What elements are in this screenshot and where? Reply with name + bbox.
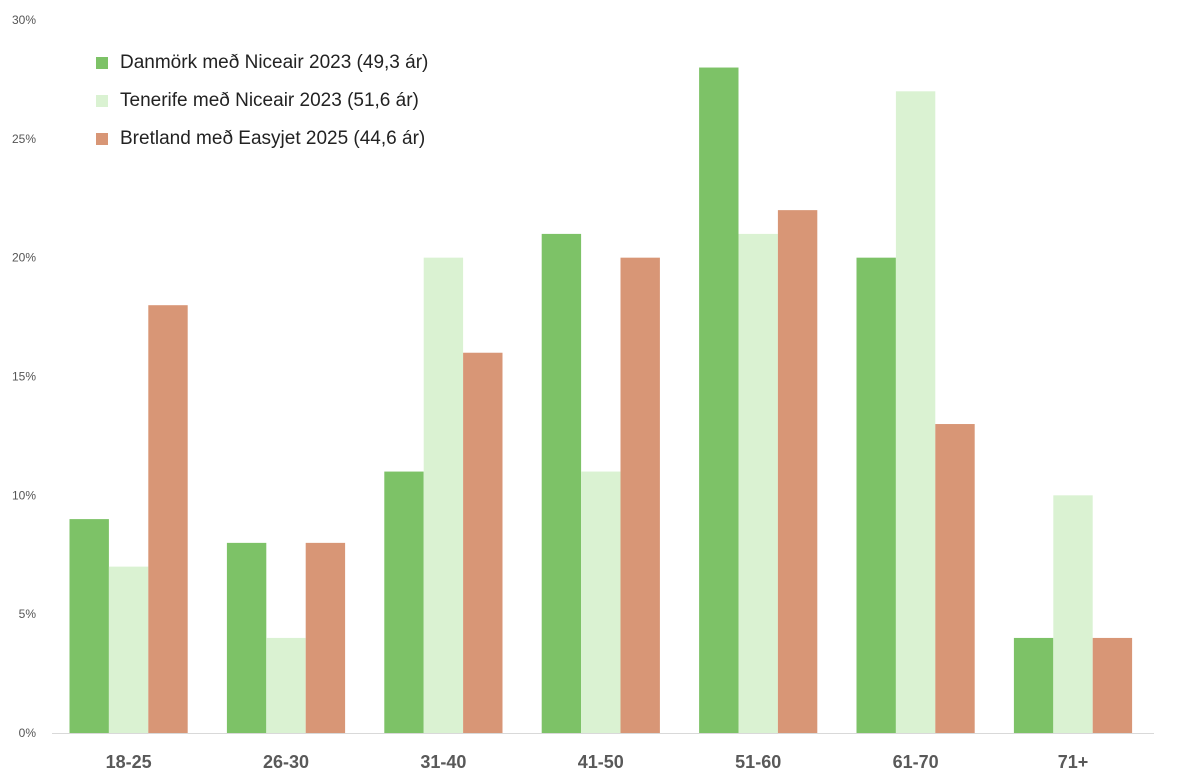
x-category-label: 71+ [1058, 752, 1089, 772]
bar-71+-series-3[interactable] [1092, 637, 1133, 733]
legend-label-tenerife: Tenerife með Niceair 2023 (51,6 ár) [120, 90, 419, 111]
legend: Danmörk með Niceair 2023 (49,3 ár) Tener… [96, 44, 428, 158]
legend-swatch-bretland [96, 133, 108, 145]
bar-26-30-series-3[interactable] [305, 542, 346, 733]
bar-51-60-series-3[interactable] [777, 210, 818, 734]
bar-51-60-series-1[interactable] [699, 67, 739, 734]
x-axis-category-labels: 18-25 26-30 31-40 41-50 51-60 61-70 71+ [106, 752, 1089, 772]
bar-26-30-series-1[interactable] [226, 542, 267, 733]
bar-41-50-series-1[interactable] [541, 233, 582, 733]
x-category-label: 31-40 [420, 752, 466, 772]
bar-71+-series-2[interactable] [1053, 495, 1093, 733]
bar-31-40-series-2[interactable] [423, 257, 464, 733]
bar-26-30-series-2[interactable] [266, 637, 306, 733]
legend-item-danmork[interactable]: Danmörk með Niceair 2023 (49,3 ár) [96, 44, 428, 82]
legend-item-bretland[interactable]: Bretland með Easyjet 2025 (44,6 ár) [96, 120, 428, 158]
bar-31-40-series-1[interactable] [384, 471, 424, 733]
bar-41-50-series-2[interactable] [581, 471, 621, 733]
legend-swatch-tenerife [96, 95, 108, 107]
bar-18-25-series-2[interactable] [108, 566, 149, 733]
bar-41-50-series-3[interactable] [620, 257, 660, 733]
y-tick-label: 20% [12, 251, 36, 265]
y-tick-label: 5% [19, 607, 37, 621]
bar-61-70-series-3[interactable] [935, 424, 975, 733]
bar-31-40-series-3[interactable] [463, 352, 503, 733]
x-category-label: 61-70 [893, 752, 939, 772]
bar-51-60-series-2[interactable] [738, 233, 778, 733]
bars [69, 67, 1133, 734]
x-category-label: 26-30 [263, 752, 309, 772]
y-tick-label: 10% [12, 488, 36, 502]
legend-item-tenerife[interactable]: Tenerife með Niceair 2023 (51,6 ár) [96, 82, 428, 120]
x-category-label: 41-50 [578, 752, 624, 772]
bar-61-70-series-1[interactable] [856, 257, 896, 733]
legend-label-danmork: Danmörk með Niceair 2023 (49,3 ár) [120, 52, 429, 73]
y-tick-label: 0% [19, 726, 37, 740]
y-tick-label: 30% [12, 13, 36, 27]
y-tick-label: 15% [12, 370, 36, 384]
bar-71+-series-1[interactable] [1013, 637, 1054, 733]
bar-18-25-series-1[interactable] [69, 519, 109, 733]
y-tick-label: 25% [12, 132, 36, 146]
x-category-label: 51-60 [735, 752, 781, 772]
legend-swatch-danmork [96, 57, 108, 69]
y-axis-ticks: 0% 5% 10% 15% 20% 25% 30% [12, 13, 36, 740]
bar-61-70-series-2[interactable] [895, 91, 936, 734]
bar-18-25-series-3[interactable] [148, 305, 188, 733]
x-category-label: 18-25 [106, 752, 152, 772]
legend-label-bretland: Bretland með Easyjet 2025 (44,6 ár) [120, 128, 426, 149]
